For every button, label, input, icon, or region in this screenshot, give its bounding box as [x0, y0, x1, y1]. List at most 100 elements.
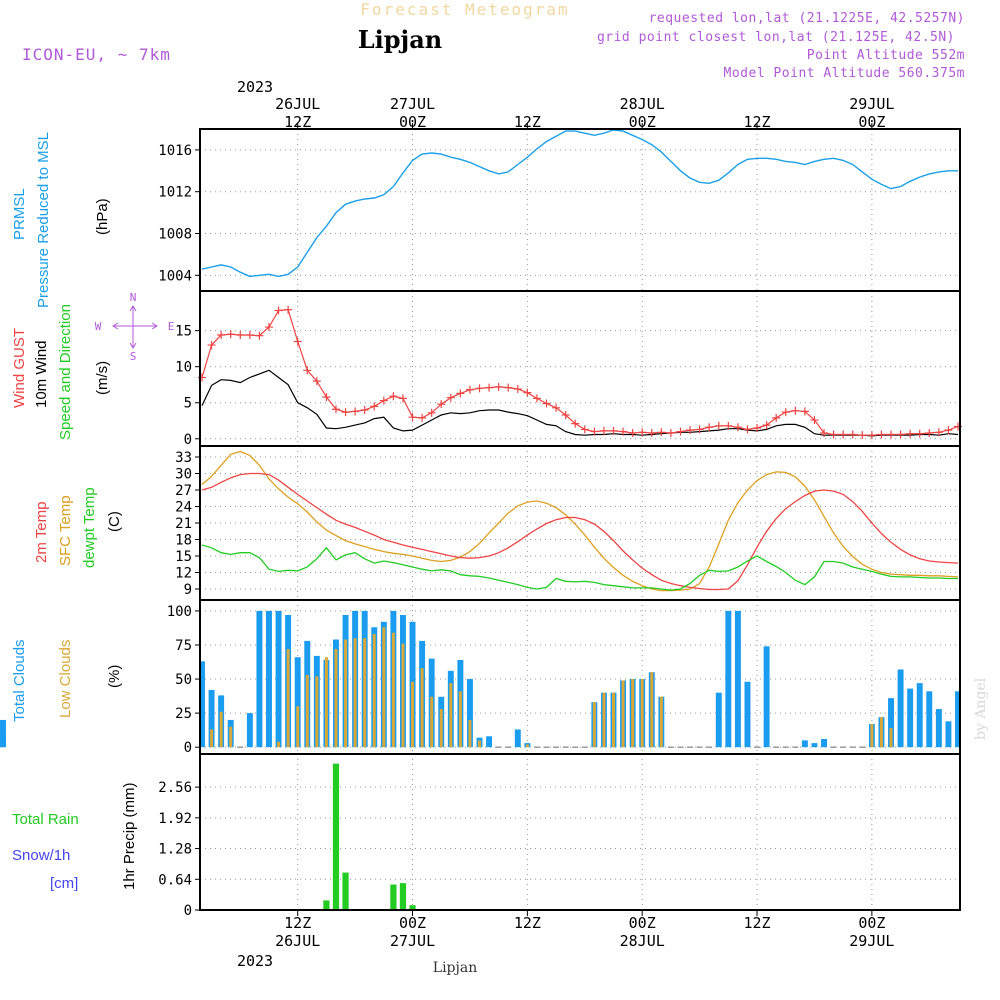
gust-marker [245, 330, 254, 339]
low-cloud-bar [640, 679, 644, 748]
low-cloud-bar [879, 717, 883, 748]
gust-marker [465, 385, 474, 394]
gust-marker [724, 421, 733, 430]
low-cloud-bar [449, 683, 453, 748]
low-cloud-bar [229, 726, 233, 748]
gust-marker [312, 377, 321, 386]
gust-marker [944, 426, 953, 435]
gust-marker [255, 331, 264, 340]
gust-marker [398, 394, 407, 403]
total-cloud-bar [926, 691, 933, 748]
gust-marker [418, 413, 427, 422]
compass-arrows [112, 305, 158, 349]
gust-marker [887, 430, 896, 439]
dewpt-line [201, 544, 958, 591]
total-cloud-bar [955, 691, 961, 748]
gust-marker [877, 430, 886, 439]
low-cloud-bar [315, 676, 319, 748]
gust-marker [226, 330, 235, 339]
compass-s: S [130, 350, 137, 363]
compass-n: N [130, 291, 137, 304]
gust-label: Wind GUST [11, 328, 28, 408]
gust-marker [695, 425, 704, 434]
gust-marker [331, 405, 340, 414]
low-cloud-bar [439, 709, 443, 748]
pressure-ytick-label: 1004 [158, 268, 192, 284]
gust-marker [647, 429, 656, 438]
low-cloud-bar [612, 692, 615, 748]
low-cloud-bar [525, 744, 529, 748]
gust-marker [858, 431, 867, 440]
pressure-msl-label: Pressure Reduced to MSL [35, 132, 52, 308]
gust-marker [264, 323, 273, 332]
bottom-time-label: 26JUL [275, 932, 320, 950]
low-cloud-bar [210, 729, 214, 748]
low-cloud-bar [602, 692, 606, 748]
pressure-labels: PRMSL Pressure Reduced to MSL (hPa) [11, 132, 111, 308]
gust-marker [839, 430, 848, 439]
model-altitude: Model Point Altitude 560.375m [724, 66, 965, 81]
gust-marker [523, 388, 532, 397]
low-cloud-bar [621, 680, 625, 748]
bottom-time-label: 27JUL [390, 932, 435, 950]
gust-marker [791, 406, 800, 415]
bottom-time-label: 12Z [284, 914, 311, 932]
total-cloud-bar [208, 689, 215, 748]
temp-ytick-label: 24 [175, 500, 192, 516]
gust-marker [666, 429, 675, 438]
temp-ytick-label: 21 [175, 516, 192, 532]
wind-ytick-label: 5 [184, 396, 192, 412]
gust-marker [408, 413, 417, 422]
gust-marker [561, 411, 570, 419]
panel-frame [199, 128, 961, 292]
low-cloud-bar [468, 719, 472, 748]
low-cloud-bar [411, 681, 415, 748]
gust-marker [934, 428, 943, 437]
total-cloud-bar [0, 719, 6, 748]
total-cloud-bar [811, 743, 818, 748]
temp-ytick-label: 12 [175, 566, 192, 582]
gust-marker [322, 392, 331, 401]
bottom-year: 2023 [237, 952, 273, 970]
total-cloud-bar [294, 657, 301, 748]
bottom-time-label: 29JUL [849, 932, 894, 950]
temp-ytick-label: 9 [184, 582, 192, 598]
temp-ytick-label: 27 [175, 483, 192, 499]
total-cloud-bar [821, 739, 827, 748]
pressure-ytick-label: 1016 [158, 143, 192, 159]
closest-coords: grid point closest lon,lat (21.125E, 42.… [597, 30, 955, 45]
low-cloud-bar [372, 634, 376, 748]
gust-marker [370, 402, 379, 411]
rain-bar [409, 905, 416, 910]
temp-ytick-label: 33 [175, 450, 192, 466]
gust-marker [676, 427, 685, 436]
panels: 1004100810121016051015912151821242730330… [0, 128, 962, 919]
total-cloud-bar [466, 679, 473, 748]
top-time-label: 26JUL [275, 95, 320, 113]
prmsl-label: PRMSL [11, 188, 28, 240]
compass-e: E [168, 320, 175, 333]
compass-rose: N S W E [95, 291, 175, 363]
gust-marker [284, 305, 293, 314]
low-cloud-bar [286, 649, 290, 748]
low-cloud-bar [305, 674, 309, 748]
gust-marker [810, 416, 819, 425]
total-cloud-bar [0, 734, 6, 748]
low-cloud-bar [430, 696, 434, 748]
pressure-panel: 1004 1008 1012 1016 [158, 129, 960, 291]
low-cloud-bar [650, 672, 654, 748]
top-time-label: 29JUL [849, 95, 894, 113]
low-cloud-bar [401, 643, 405, 748]
gust-marker [446, 393, 455, 402]
bottom-time-label: 00Z [858, 914, 885, 932]
bottom-time-label: 12Z [514, 914, 541, 932]
total-cloud-bar [246, 713, 253, 748]
gust-marker [638, 428, 647, 437]
footer-location: Lipjan [433, 960, 477, 976]
clouds-ytick-label: 50 [175, 672, 192, 688]
snow-label: Snow/1h [12, 847, 70, 864]
gust-marker [217, 330, 226, 339]
